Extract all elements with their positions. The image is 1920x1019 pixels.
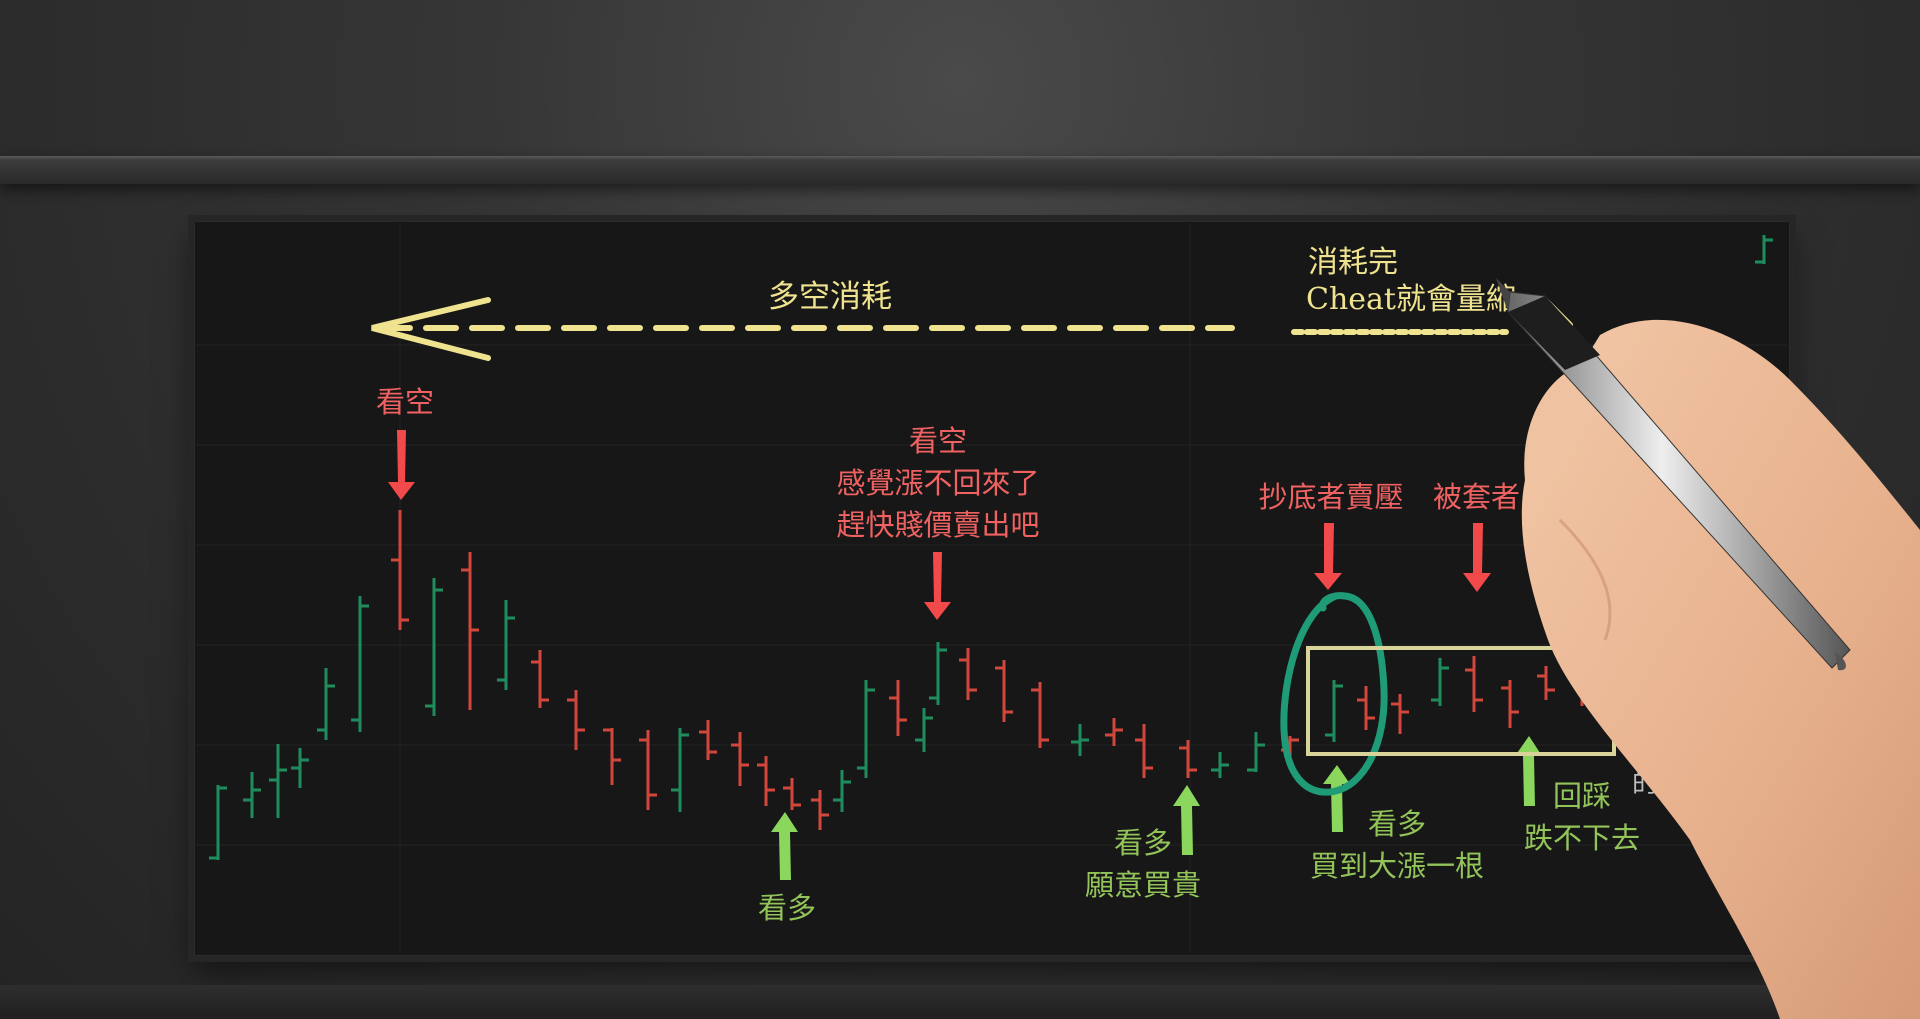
exhaust-label-line2: Cheat就會量縮 bbox=[1306, 282, 1516, 317]
bull-label-4-line2: 跌不下去 bbox=[1524, 821, 1640, 855]
chart-board bbox=[194, 221, 1790, 956]
bull-label-4-line1: 回踩 bbox=[1553, 779, 1611, 813]
down-arrow-icon bbox=[924, 552, 951, 620]
bull-label-2-line2: 願意買貴 bbox=[1085, 868, 1201, 902]
top-shelf bbox=[0, 156, 1920, 184]
bear-label-1: 看空 bbox=[376, 385, 434, 419]
bottom-fisher-label: 抄底者賣壓 bbox=[1258, 480, 1403, 514]
bull-label-3-line1: 看多 bbox=[1368, 807, 1426, 841]
up-arrow-icon bbox=[1323, 765, 1350, 832]
bear-label-2-line3: 趕快賤價賣出吧 bbox=[836, 508, 1039, 542]
down-arrow-icon bbox=[1463, 523, 1491, 592]
exhaust-label-line1: 消耗完 bbox=[1308, 245, 1398, 280]
up-arrow-icon bbox=[1173, 785, 1200, 855]
bull-label-1: 看多 bbox=[758, 891, 816, 925]
up-arrow-icon bbox=[1515, 736, 1542, 806]
bull-label-2-line1: 看多 bbox=[1114, 826, 1172, 860]
drawing-hand bbox=[1496, 278, 1920, 1019]
bottom-ledge bbox=[0, 985, 1920, 1019]
bear-label-2-line1: 看空 bbox=[909, 424, 967, 458]
bear-label-2-line2: 感覺漲不回來了 bbox=[836, 466, 1039, 500]
trapped-label: 被套者 bbox=[1433, 480, 1520, 514]
highlight-circle bbox=[1280, 592, 1388, 796]
grid bbox=[196, 223, 1786, 952]
ohlc-bars bbox=[209, 235, 1773, 860]
consumption-label: 多空消耗 bbox=[768, 279, 892, 315]
down-arrow-icon bbox=[388, 430, 415, 500]
up-arrow-icon bbox=[771, 812, 798, 880]
bull-label-3-line2: 買到大漲一根 bbox=[1310, 849, 1484, 883]
down-arrow-icon bbox=[1314, 523, 1342, 590]
bear-arrows bbox=[388, 430, 1491, 620]
consumption-arrow bbox=[371, 297, 1573, 361]
